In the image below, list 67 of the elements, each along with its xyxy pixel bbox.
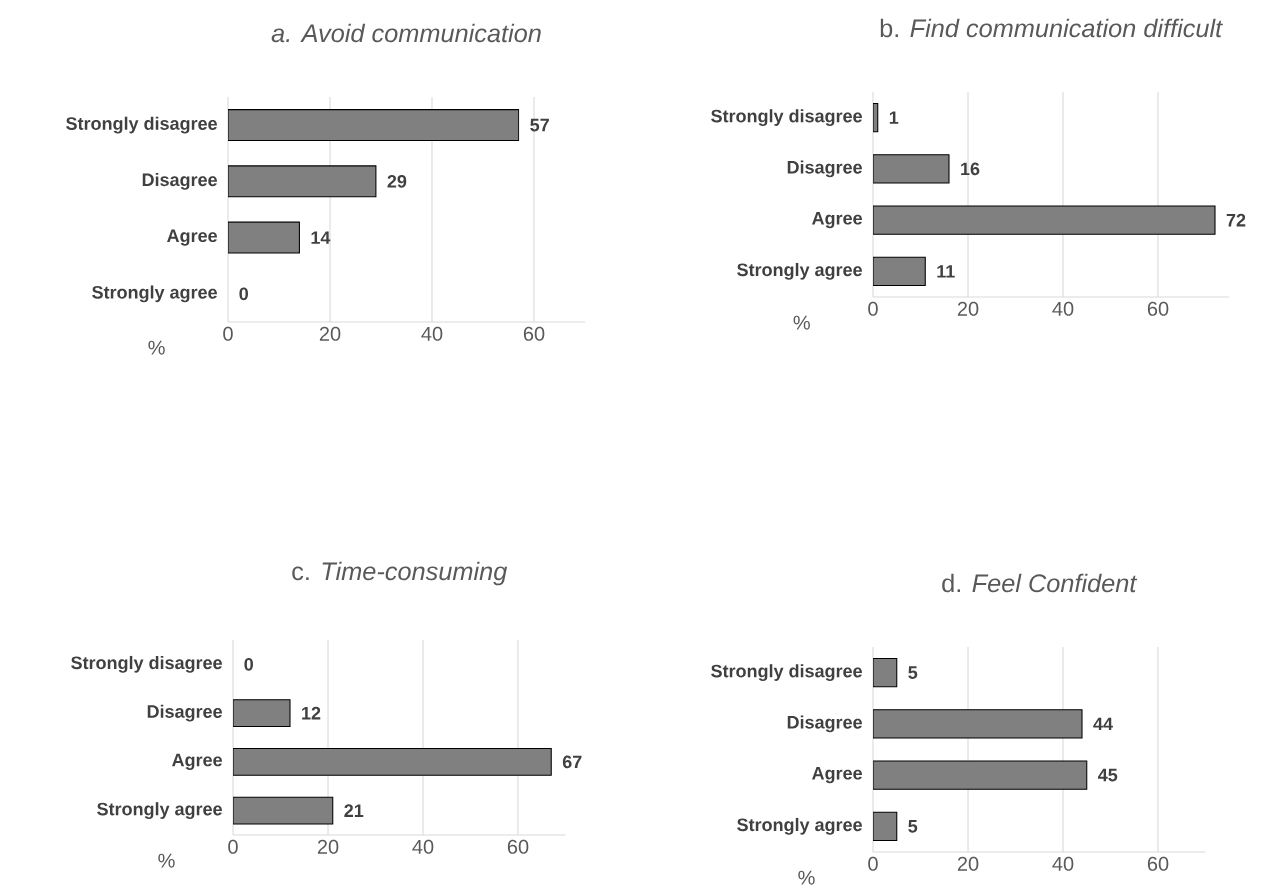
- x-axis-title: %: [158, 853, 175, 868]
- y-tick-label: Disagree: [142, 172, 217, 190]
- x-tick-label: 20: [957, 856, 979, 871]
- x-tick-label: 0: [868, 301, 878, 316]
- bar: [233, 699, 291, 728]
- y-tick-label: Agree: [167, 229, 217, 246]
- data-label: 5: [908, 820, 918, 833]
- x-tick-label: 20: [957, 301, 979, 316]
- data-label: 0: [244, 658, 253, 671]
- data-label: 57: [530, 118, 549, 132]
- data-label: 21: [344, 804, 364, 817]
- x-tick-label: 0: [223, 326, 233, 341]
- y-tick-label: Strongly agree: [737, 817, 862, 835]
- bar: [873, 205, 1216, 235]
- data-label: 0: [239, 287, 248, 301]
- x-tick-label: 60: [1147, 301, 1169, 316]
- y-tick-label: Strongly disagree: [66, 116, 217, 134]
- x-tick-label: 20: [319, 326, 341, 341]
- x-tick-label: 0: [868, 856, 878, 871]
- y-tick-label: Strongly disagree: [711, 109, 862, 127]
- x-tick-label: 40: [421, 326, 443, 341]
- bar: [873, 760, 1088, 790]
- bar: [873, 256, 926, 286]
- data-label: 1: [889, 111, 899, 124]
- data-label: 67: [562, 755, 582, 769]
- y-tick-label: Agree: [812, 767, 862, 784]
- chart-title: b. Find communication difficult: [880, 18, 1224, 38]
- y-tick-label: Disagree: [787, 160, 862, 178]
- y-tick-label: Disagree: [787, 715, 862, 733]
- x-axis-title: %: [798, 870, 815, 885]
- data-label: 5: [908, 666, 918, 679]
- bar: [233, 747, 552, 776]
- chart-title: a. Avoid communication: [271, 23, 541, 43]
- y-tick-label: Strongly disagree: [71, 655, 222, 673]
- data-label: 12: [302, 706, 321, 720]
- y-tick-label: Strongly disagree: [711, 664, 862, 682]
- x-axis-title: %: [148, 340, 165, 355]
- y-tick-label: Strongly agree: [97, 802, 222, 820]
- data-label: 44: [1093, 717, 1113, 731]
- data-label: 14: [311, 231, 331, 244]
- data-label: 29: [387, 174, 407, 188]
- data-label: 45: [1098, 768, 1118, 782]
- data-label: 16: [961, 162, 980, 176]
- x-tick-label: 40: [1052, 856, 1074, 871]
- bar: [228, 165, 377, 198]
- bar: [873, 154, 950, 184]
- y-tick-label: Agree: [172, 753, 222, 770]
- bar: [228, 221, 300, 254]
- x-tick-label: 60: [523, 326, 545, 341]
- chart-title: c. Time-consuming: [292, 561, 508, 586]
- x-tick-label: 40: [412, 839, 434, 854]
- y-tick-label: Disagree: [147, 704, 222, 722]
- chart-title: d. Feel Confident: [942, 573, 1138, 593]
- x-tick-label: 40: [1052, 301, 1074, 316]
- y-tick-label: Agree: [812, 212, 862, 229]
- bar: [873, 709, 1083, 739]
- x-axis-title: %: [793, 315, 810, 330]
- y-tick-label: Strongly agree: [737, 262, 862, 280]
- x-tick-label: 60: [1147, 856, 1169, 871]
- x-tick-label: 60: [507, 839, 529, 854]
- x-tick-label: 0: [228, 839, 238, 854]
- bar: [228, 109, 520, 142]
- bar: [233, 796, 334, 825]
- data-label: 11: [937, 265, 955, 278]
- data-label: 72: [1226, 213, 1246, 227]
- x-tick-label: 20: [317, 839, 339, 854]
- y-tick-label: Strongly agree: [92, 285, 217, 303]
